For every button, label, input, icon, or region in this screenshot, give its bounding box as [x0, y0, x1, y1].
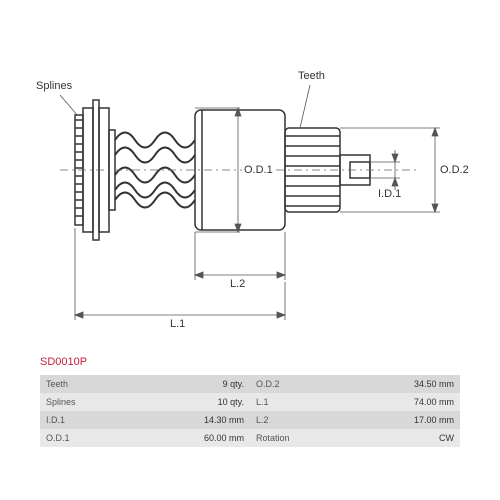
spec-label: L.2: [250, 411, 320, 429]
spec-value: 14.30 mm: [110, 411, 250, 429]
spec-value: 34.50 mm: [320, 375, 460, 393]
spec-label: O.D.2: [250, 375, 320, 393]
dim-id1: I.D.1: [378, 188, 401, 200]
table-row: O.D.1 60.00 mm Rotation CW: [40, 429, 460, 447]
table-row: I.D.1 14.30 mm L.2 17.00 mm: [40, 411, 460, 429]
spec-label: O.D.1: [40, 429, 110, 447]
engineering-drawing: Splines Teeth O.D.1 O.D.2 I.D.1 L.2 L.1 …: [0, 0, 500, 370]
spec-label: Splines: [40, 393, 110, 411]
dim-l2: L.2: [230, 278, 245, 290]
spec-value: 9 qty.: [110, 375, 250, 393]
spec-label: L.1: [250, 393, 320, 411]
spec-label: Rotation: [250, 429, 320, 447]
part-id: SD0010P: [40, 356, 87, 368]
dim-l1: L.1: [170, 318, 185, 330]
dim-od2: O.D.2: [440, 164, 469, 176]
spec-value: 17.00 mm: [320, 411, 460, 429]
label-splines: Splines: [36, 80, 72, 92]
spec-value: CW: [320, 429, 460, 447]
spec-label: I.D.1: [40, 411, 110, 429]
spec-label: Teeth: [40, 375, 110, 393]
spec-value: 74.00 mm: [320, 393, 460, 411]
spec-value: 10 qty.: [110, 393, 250, 411]
label-teeth: Teeth: [298, 70, 325, 82]
table-row: Teeth 9 qty. O.D.2 34.50 mm: [40, 375, 460, 393]
table-row: Splines 10 qty. L.1 74.00 mm: [40, 393, 460, 411]
drawing-svg: [0, 0, 500, 370]
spec-table: Teeth 9 qty. O.D.2 34.50 mm Splines 10 q…: [40, 375, 460, 447]
dim-od1: O.D.1: [242, 164, 275, 176]
spec-value: 60.00 mm: [110, 429, 250, 447]
